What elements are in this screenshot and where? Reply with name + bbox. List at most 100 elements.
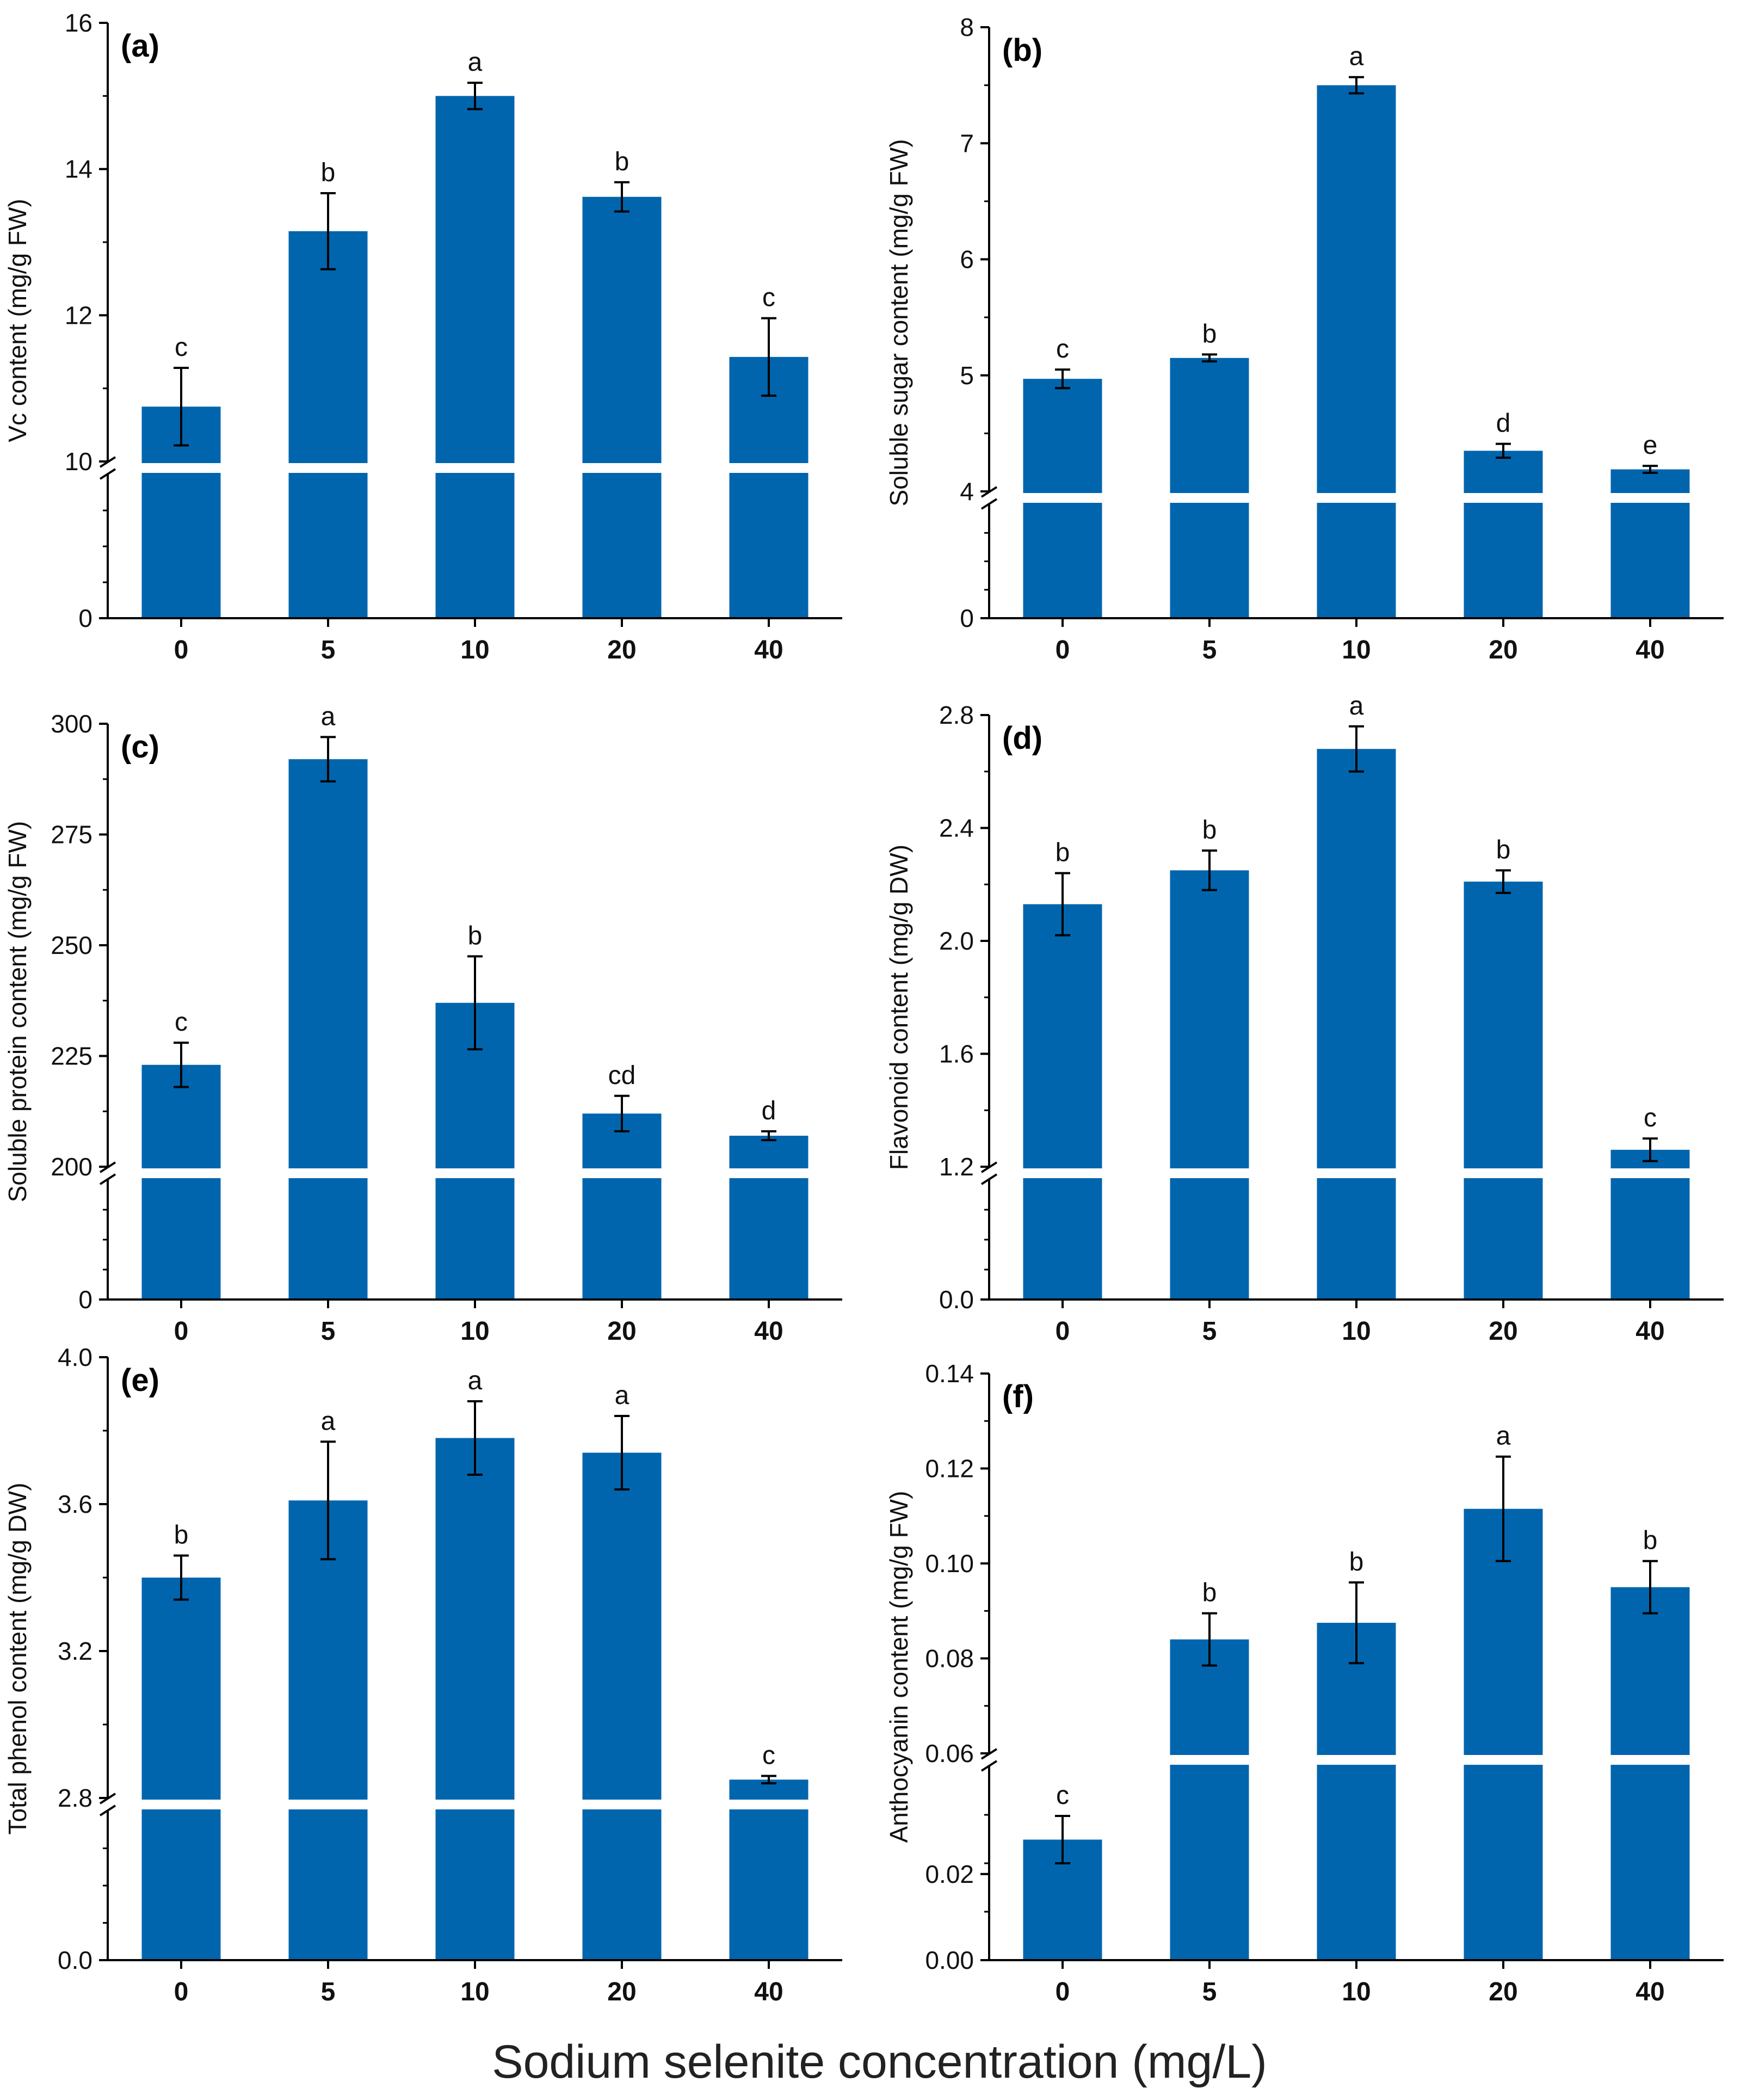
panel-c-letter-0: c — [175, 1008, 188, 1037]
panel-c-x-tick-label-4: 40 — [754, 1317, 783, 1346]
panel-b-y-axis-label: Soluble sugar content (mg/g FW) — [885, 139, 913, 507]
panel-f-x-tick-label-1: 5 — [1202, 1978, 1217, 2006]
panel-a-y-tick-label-2: 14 — [65, 155, 92, 183]
panel-c-y-tick-label-0: 200 — [51, 1153, 92, 1181]
panel-f-letter-2: b — [1349, 1548, 1364, 1576]
panel-e-panel-label: (e) — [121, 1363, 159, 1398]
panel-d-y-tick-label-4: 2.8 — [939, 701, 974, 729]
panel-a-panel-label: (a) — [121, 28, 159, 64]
panel-c-y-axis-label: Soluble protein content (mg/g FW) — [3, 821, 32, 1203]
panel-d-bar-break-gap-0 — [1021, 1168, 1104, 1178]
panel-a-bar-break-gap-1 — [286, 463, 370, 473]
panel-f-y-axis-label: Anthocyanin content (mg/g FW) — [885, 1491, 913, 1843]
panel-d-bar-break-gap-4 — [1608, 1168, 1692, 1178]
panel-b-x-tick-label-3: 20 — [1489, 636, 1517, 664]
panel-f-bar-break-gap-4 — [1608, 1755, 1692, 1765]
panel-e-y-tick-label-0: 2.8 — [58, 1784, 92, 1812]
panel-f-axis-break-mark-2 — [980, 1760, 998, 1772]
panel-c-y-tick-label-1: 225 — [51, 1042, 92, 1070]
panel-e-letter-3: a — [615, 1381, 629, 1410]
panel-c-bar-break-gap-0 — [139, 1168, 223, 1178]
panel-e-bar-break-gap-3 — [580, 1800, 664, 1809]
panel-b-y-tick-label-3: 7 — [960, 129, 974, 157]
panel-b-bar-break-gap-0 — [1021, 493, 1104, 503]
panel-f-y-tick-label-0: 0.06 — [925, 1739, 974, 1768]
panel-e-bar-2 — [435, 1438, 515, 1960]
panel-d-y-tick-label-2: 2.0 — [939, 927, 974, 955]
panel-f-bar-3 — [1464, 1508, 1543, 1960]
panel-b-x-tick-label-2: 10 — [1342, 636, 1371, 664]
panel-b-y-tick-label-4: 8 — [960, 13, 974, 41]
panel-b-axis-break-mark-2 — [980, 498, 998, 510]
panel-d-x-tick-label-0: 0 — [1056, 1317, 1070, 1346]
panel-d-y-axis-label: Flavonoid content (mg/g DW) — [885, 845, 913, 1170]
panel-e-bar-break-gap-2 — [433, 1800, 517, 1809]
panel-e-y-tick-label-3: 4.0 — [58, 1343, 92, 1371]
panel-b-letter-4: e — [1643, 431, 1658, 460]
panel-f-bar-1 — [1170, 1639, 1249, 1960]
panel-c-x-tick-label-2: 10 — [460, 1317, 489, 1346]
panel-f-bar-4 — [1610, 1587, 1690, 1960]
panel-c-y-tick-label-2: 250 — [51, 931, 92, 959]
panel-f-bar-break-gap-3 — [1461, 1755, 1545, 1765]
panel-d-bar-1 — [1170, 870, 1249, 1300]
panel-b-bar-break-gap-1 — [1168, 493, 1251, 503]
panel-d-bar-2 — [1317, 749, 1396, 1300]
panel-d-letter-0: b — [1056, 839, 1070, 867]
panel-e-x-tick-label-0: 0 — [174, 1978, 189, 2006]
panel-d-x-tick-label-4: 40 — [1635, 1317, 1664, 1346]
panel-c-bar-0 — [141, 1064, 221, 1300]
panel-a-bar-break-gap-4 — [727, 463, 811, 473]
panel-e-letter-2: a — [468, 1366, 483, 1395]
panel-c-y-tick-label-4: 300 — [51, 710, 92, 738]
panel-a-letter-0: c — [175, 333, 188, 362]
panel-d-x-tick-label-2: 10 — [1342, 1317, 1371, 1346]
panel-e-x-tick-label-2: 10 — [460, 1978, 489, 2006]
panel-c-bar-break-gap-1 — [286, 1168, 370, 1178]
panel-f-letter-1: b — [1202, 1579, 1217, 1608]
panel-d-y-tick-label-0: 1.2 — [939, 1153, 974, 1181]
panel-f-bar-break-gap-1 — [1168, 1755, 1251, 1765]
panel-b-x-tick-label-1: 5 — [1202, 636, 1217, 664]
panel-e-bar-break-gap-4 — [727, 1800, 811, 1809]
panel-a-bar-break-gap-3 — [580, 463, 664, 473]
panel-f-y-tick-label-1: 0.08 — [925, 1645, 974, 1673]
panel-a-y-axis-label: Vc content (mg/g FW) — [3, 199, 32, 442]
panel-b-x-tick-label-0: 0 — [1056, 636, 1070, 664]
panel-a-x-tick-label-1: 5 — [321, 636, 336, 664]
panel-c-x-tick-label-1: 5 — [321, 1317, 336, 1346]
panel-d-x-tick-label-1: 5 — [1202, 1317, 1217, 1346]
panel-d-bar-break-gap-3 — [1461, 1168, 1545, 1178]
panel-f-x-tick-label-0: 0 — [1056, 1978, 1070, 2006]
panel-b-bar-3 — [1464, 451, 1543, 618]
panel-d-letter-3: b — [1496, 835, 1511, 864]
panel-c-bar-break-gap-2 — [433, 1168, 517, 1178]
panel-a-x-tick-label-3: 20 — [607, 636, 636, 664]
panel-e-y-lower-tick-label-0: 0.0 — [58, 1946, 92, 1974]
panel-c-bar-break-gap-3 — [580, 1168, 664, 1178]
panel-b-bar-2 — [1317, 85, 1396, 618]
panel-d-letter-2: a — [1349, 692, 1364, 720]
panel-b-y-lower-tick-label-0: 0 — [960, 604, 974, 632]
panel-d-bar-break-gap-2 — [1314, 1168, 1398, 1178]
panel-e-bar-3 — [582, 1452, 662, 1960]
panel-a-y-tick-label-1: 12 — [65, 301, 92, 329]
panel-f-y-tick-label-2: 0.10 — [925, 1549, 974, 1578]
panel-e-x-tick-label-1: 5 — [321, 1978, 336, 2006]
panel-b-bar-break-gap-3 — [1461, 493, 1545, 503]
panel-a-x-tick-label-4: 40 — [754, 636, 783, 664]
panel-d-bar-break-gap-1 — [1168, 1168, 1251, 1178]
panel-a-axis-break-mark-2 — [99, 468, 116, 480]
panel-a-letter-2: a — [468, 48, 483, 77]
panel-c-y-tick-label-3: 275 — [51, 821, 92, 849]
panel-d-y-lower-tick-label-0: 0.0 — [939, 1285, 974, 1314]
panel-e-letter-0: b — [174, 1521, 189, 1550]
panel-e-y-axis-label: Total phenol content (mg/g DW) — [3, 1483, 32, 1835]
panel-d-bar-0 — [1023, 904, 1102, 1300]
panel-d-axis-break-mark-2 — [980, 1173, 998, 1185]
panel-b-panel-label: (b) — [1002, 33, 1042, 68]
panel-c-bar-1 — [288, 759, 368, 1300]
panel-e-bar-break-gap-0 — [139, 1800, 223, 1809]
panel-c-bar-3 — [582, 1113, 662, 1300]
